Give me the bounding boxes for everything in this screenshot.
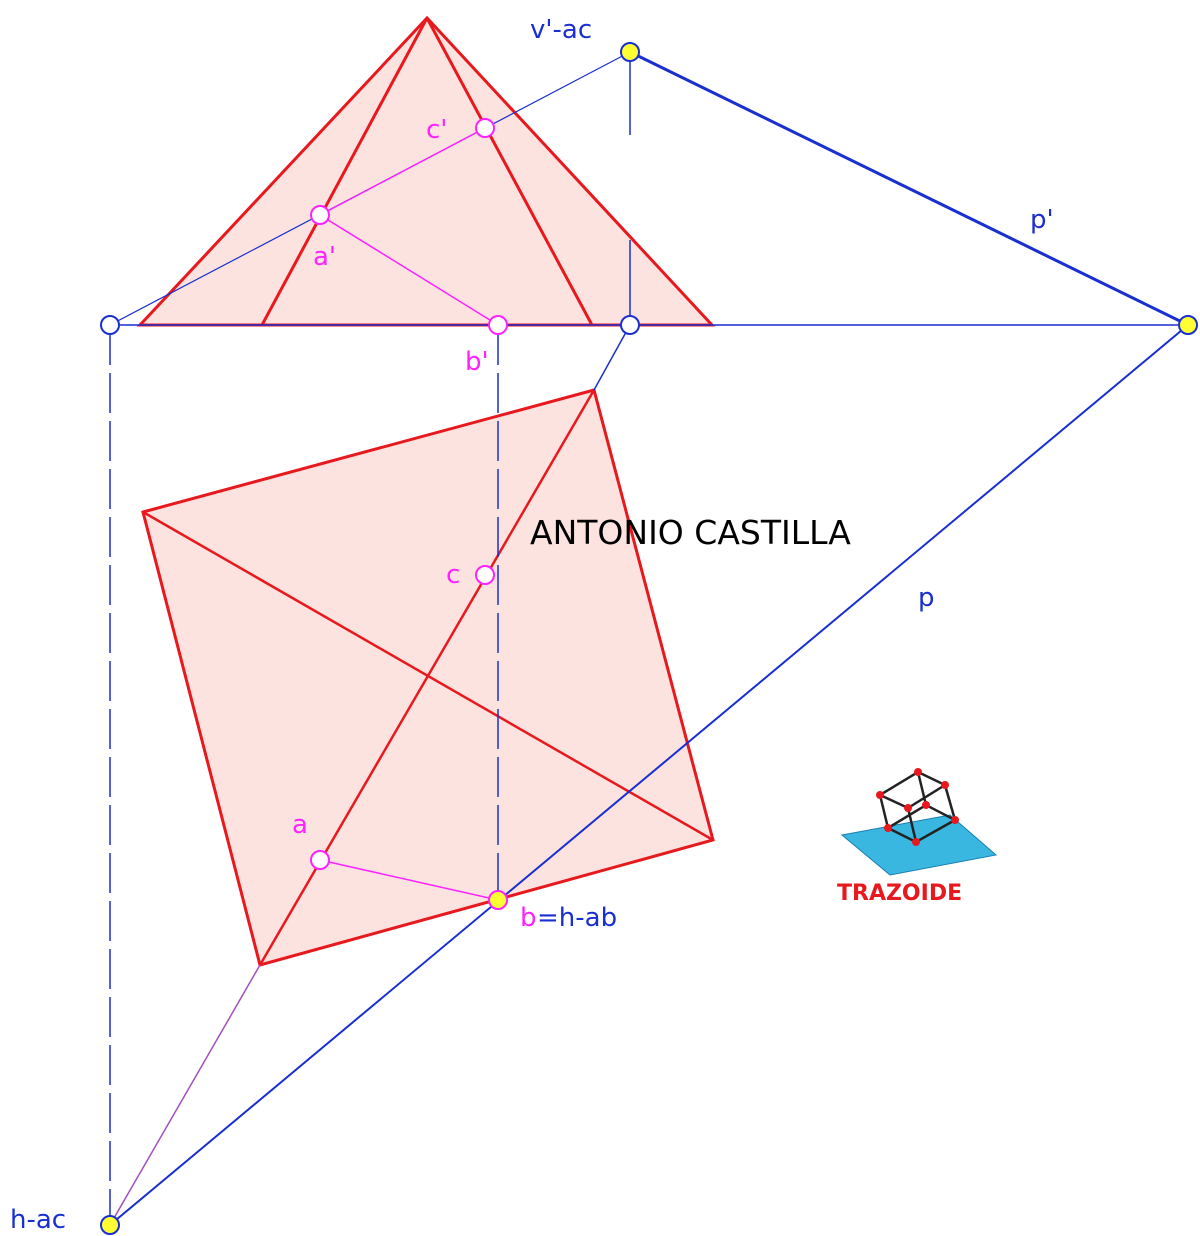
- point: [620, 42, 640, 62]
- point: [1178, 315, 1198, 335]
- label: c: [446, 560, 460, 590]
- point: [100, 315, 120, 335]
- trace-p: [109, 324, 1189, 1226]
- label: p': [1030, 205, 1054, 235]
- point: [310, 205, 330, 225]
- line-ac-plan: [593, 324, 631, 391]
- plan-diagonal: [258, 389, 596, 966]
- point: [475, 118, 495, 138]
- point: [488, 315, 508, 335]
- point: [475, 565, 495, 585]
- label: h-ac: [10, 1205, 66, 1235]
- trace-p-prime: [629, 50, 1189, 327]
- points: [100, 42, 1198, 1235]
- pyramid-edge: [425, 17, 594, 326]
- section-plan: [319, 859, 499, 901]
- author: ANTONIO CASTILLA: [530, 513, 851, 552]
- logo-plane: [840, 814, 998, 876]
- pyramid-elevation: [136, 15, 716, 327]
- label: v'-ac: [530, 15, 592, 45]
- point: [488, 890, 508, 910]
- logo-icon: [840, 768, 998, 876]
- label: a: [292, 810, 308, 840]
- label: p: [918, 583, 935, 613]
- line-ac-plan: [109, 964, 261, 1226]
- point: [310, 850, 330, 870]
- logo-text: TRAZOIDE: [837, 881, 962, 906]
- pyramid-edge: [260, 17, 429, 326]
- label: b: [520, 903, 537, 933]
- label: c': [426, 115, 447, 145]
- point: [620, 315, 640, 335]
- label: b': [465, 347, 489, 377]
- label: a': [313, 242, 336, 272]
- label: =h-ab: [537, 903, 617, 933]
- point: [100, 1215, 120, 1235]
